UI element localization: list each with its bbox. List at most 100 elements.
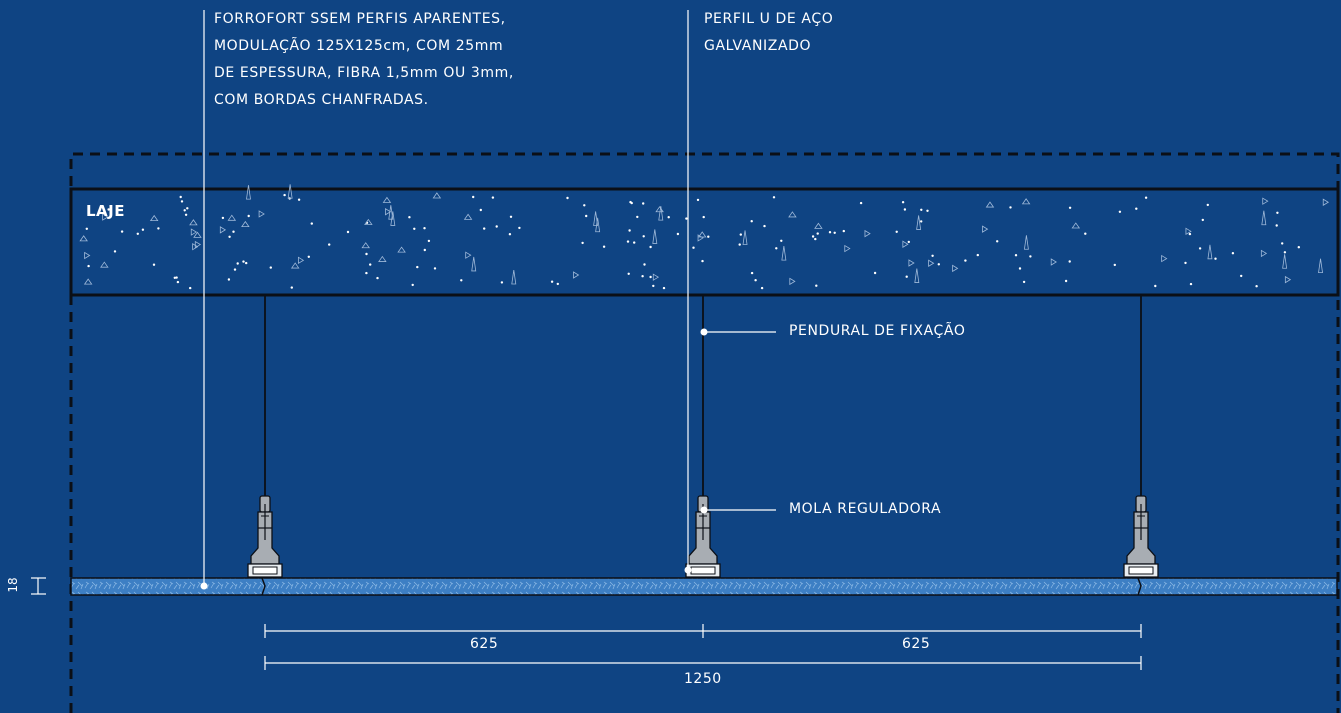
concrete-dot (113, 250, 117, 253)
concrete-aggregate (1262, 197, 1269, 205)
concrete-aggregate (79, 235, 88, 242)
bracket-right (1123, 495, 1159, 578)
concrete-dot (550, 280, 554, 283)
concrete-aggregate (1185, 227, 1192, 236)
concrete-aggregate (83, 278, 93, 285)
concrete-dot (365, 271, 368, 275)
callout-hanger-text: PENDURAL DE FIXAÇÃO (789, 323, 966, 339)
concrete-dot (750, 220, 753, 223)
concrete-dot (566, 196, 569, 200)
concrete-dot (1240, 274, 1243, 278)
concrete-dot (1029, 255, 1032, 258)
callout-panel-line-3: DE ESPESSURA, FIBRA 1,5mm OU 3mm, (214, 65, 514, 81)
concrete-dot (895, 230, 898, 233)
concrete-dot (816, 232, 819, 235)
concrete-dot (423, 248, 426, 252)
concrete-aggregate (287, 184, 293, 199)
concrete-aggregate (1021, 198, 1031, 205)
concrete-dot (183, 209, 186, 212)
concrete-dot (583, 204, 586, 207)
concrete-dot (491, 196, 495, 199)
concrete-dot (931, 254, 934, 257)
concrete-aggregate (952, 264, 959, 273)
callout-profile-line-2: GALVANIZADO (704, 38, 812, 54)
concrete-dot (460, 279, 463, 282)
concrete-dot (901, 201, 905, 204)
concrete-dot (423, 227, 426, 230)
concrete-dot (500, 281, 504, 284)
concrete-aggregate (241, 220, 250, 228)
concrete-dot (662, 286, 666, 290)
concrete-dot (1144, 196, 1148, 199)
dimension-label-625-right: 625 (902, 636, 931, 652)
concrete-dot (120, 230, 124, 233)
concrete-dot (232, 230, 235, 233)
concrete-dot (585, 214, 588, 218)
concrete-aggregate (378, 255, 387, 262)
dimension-label-1250: 1250 (684, 671, 722, 687)
concrete-dot (141, 228, 145, 231)
concrete-aggregate (227, 214, 237, 221)
concrete-aggregate (290, 262, 300, 269)
dimension-label-625-left: 625 (470, 636, 499, 652)
concrete-dot (692, 246, 695, 249)
concrete-dot (652, 284, 655, 288)
concrete-dot (754, 279, 757, 282)
concrete-dot (642, 235, 645, 238)
concrete-aggregate (1322, 198, 1330, 206)
concrete-dot (602, 245, 606, 248)
concrete-dot (269, 266, 272, 269)
concrete-dot (685, 217, 688, 220)
concrete-aggregate (982, 225, 989, 233)
concrete-aggregate (388, 205, 394, 220)
concrete-dot (1188, 232, 1192, 236)
concrete-aggregate (84, 251, 91, 260)
concrete-dot (495, 225, 498, 228)
concrete-dot (184, 213, 188, 216)
concrete-dot (472, 195, 475, 199)
concrete-dot (189, 286, 192, 290)
concrete-dot (626, 240, 630, 243)
concrete-dot (627, 272, 630, 275)
panel-joint-left (261, 577, 266, 596)
concrete-aggregate (658, 206, 664, 221)
concrete-aggregate (1050, 258, 1057, 266)
callout-hanger-leader (700, 328, 776, 336)
concrete-aggregate (781, 246, 787, 261)
concrete-dot (176, 280, 180, 284)
concrete-dot (1275, 224, 1278, 227)
concrete-dot (907, 240, 910, 244)
concrete-aggregate (1261, 210, 1267, 226)
ceiling-panel (70, 577, 1338, 596)
concrete-dot (643, 263, 646, 266)
concrete-dot (1014, 254, 1018, 257)
concrete-dot (297, 198, 301, 201)
concrete-aggregate (382, 196, 392, 203)
concrete-aggregate (985, 201, 995, 208)
slab (69, 184, 1340, 297)
concrete-aggregate (788, 211, 797, 218)
concrete-dot (411, 283, 414, 287)
thickness-label: 18 (6, 577, 20, 593)
concrete-dot (1231, 252, 1235, 255)
concrete-dot (179, 195, 182, 199)
concrete-dot (408, 216, 411, 219)
concrete-aggregate (864, 229, 871, 238)
concrete-dot (1255, 285, 1258, 288)
concrete-aggregate (190, 228, 198, 236)
concrete-dot (873, 271, 877, 275)
concrete-dot (1281, 242, 1284, 245)
concrete-dot (920, 208, 923, 211)
concrete-dot (227, 278, 231, 281)
concrete-dot (1064, 279, 1068, 283)
callout-spring-leader (700, 506, 776, 514)
concrete-aggregate (432, 192, 442, 199)
concrete-dot (702, 215, 705, 219)
concrete-dot (649, 275, 652, 279)
concrete-dot (1184, 261, 1187, 265)
concrete-aggregate (361, 242, 370, 249)
concrete-aggregate (364, 218, 373, 225)
concrete-aggregate (573, 271, 580, 279)
concrete-aggregate (149, 214, 159, 221)
concrete-dot (811, 235, 815, 238)
